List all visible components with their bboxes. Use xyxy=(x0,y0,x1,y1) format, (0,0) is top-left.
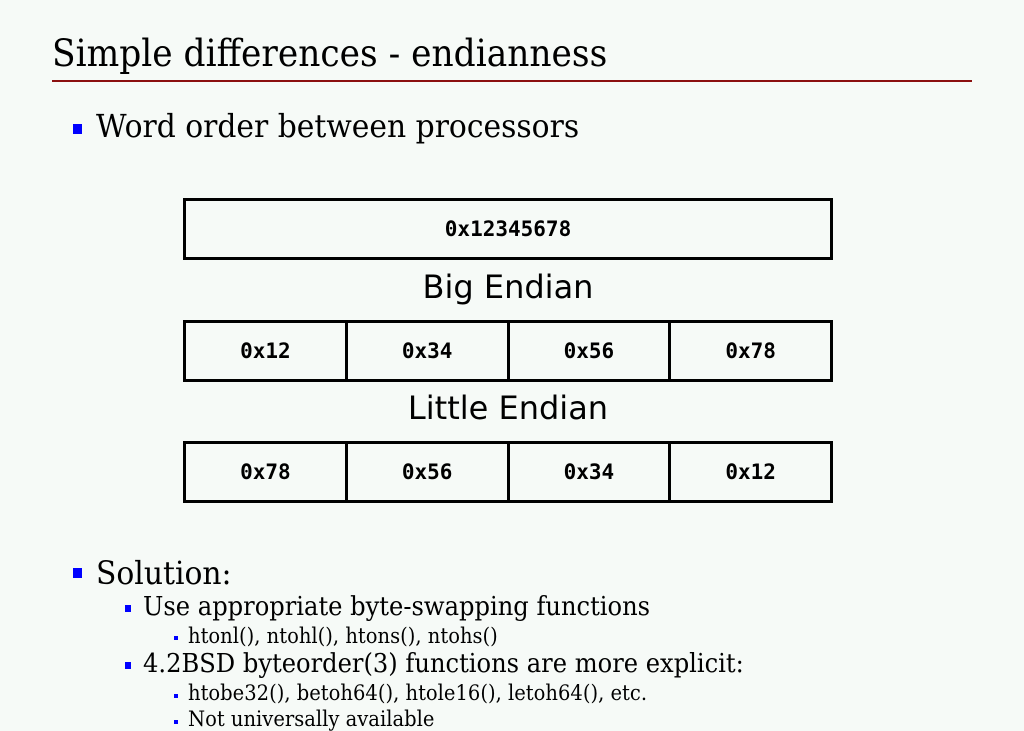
big-endian-row: 0x12 0x34 0x56 0x78 xyxy=(183,320,833,382)
bullet-use-swap: Use appropriate byte-swapping functions xyxy=(143,592,651,622)
bullet-bsd-funcs: htobe32(), betoh64(), htole16(), letoh64… xyxy=(188,681,648,705)
bullet-icon xyxy=(174,720,178,724)
word-value: 0x12345678 xyxy=(444,217,572,241)
byte-cell: 0x78 xyxy=(668,323,830,379)
bullet-bsd: 4.2BSD byteorder(3) functions are more e… xyxy=(143,649,744,679)
bullet-solution: Solution: xyxy=(96,554,232,592)
slide-title: Simple differences - endianness xyxy=(52,32,608,75)
little-endian-row: 0x78 0x56 0x34 0x12 xyxy=(183,441,833,503)
bullet-swap-funcs: htonl(), ntohl(), htons(), ntohs() xyxy=(188,624,498,648)
little-endian-label: Little Endian xyxy=(407,389,609,427)
bullet-not-available: Not universally available xyxy=(188,707,435,731)
title-rule xyxy=(52,80,972,82)
word-box: 0x12345678 xyxy=(183,198,833,260)
byte-cell: 0x78 xyxy=(240,460,291,484)
bullet-icon xyxy=(73,124,82,134)
bullet-icon xyxy=(73,568,82,578)
byte-cell: 0x56 xyxy=(344,444,507,500)
bullet-icon xyxy=(125,605,131,612)
bullet-word-order: Word order between processors xyxy=(96,107,580,145)
big-endian-label: Big Endian xyxy=(422,268,594,306)
bullet-icon xyxy=(174,636,178,640)
byte-cell: 0x12 xyxy=(668,444,830,500)
byte-cell: 0x12 xyxy=(240,339,291,363)
bullet-icon xyxy=(174,694,178,698)
byte-cell: 0x34 xyxy=(506,444,669,500)
bullet-icon xyxy=(125,662,131,669)
byte-cell: 0x56 xyxy=(506,323,669,379)
byte-cell: 0x34 xyxy=(344,323,507,379)
